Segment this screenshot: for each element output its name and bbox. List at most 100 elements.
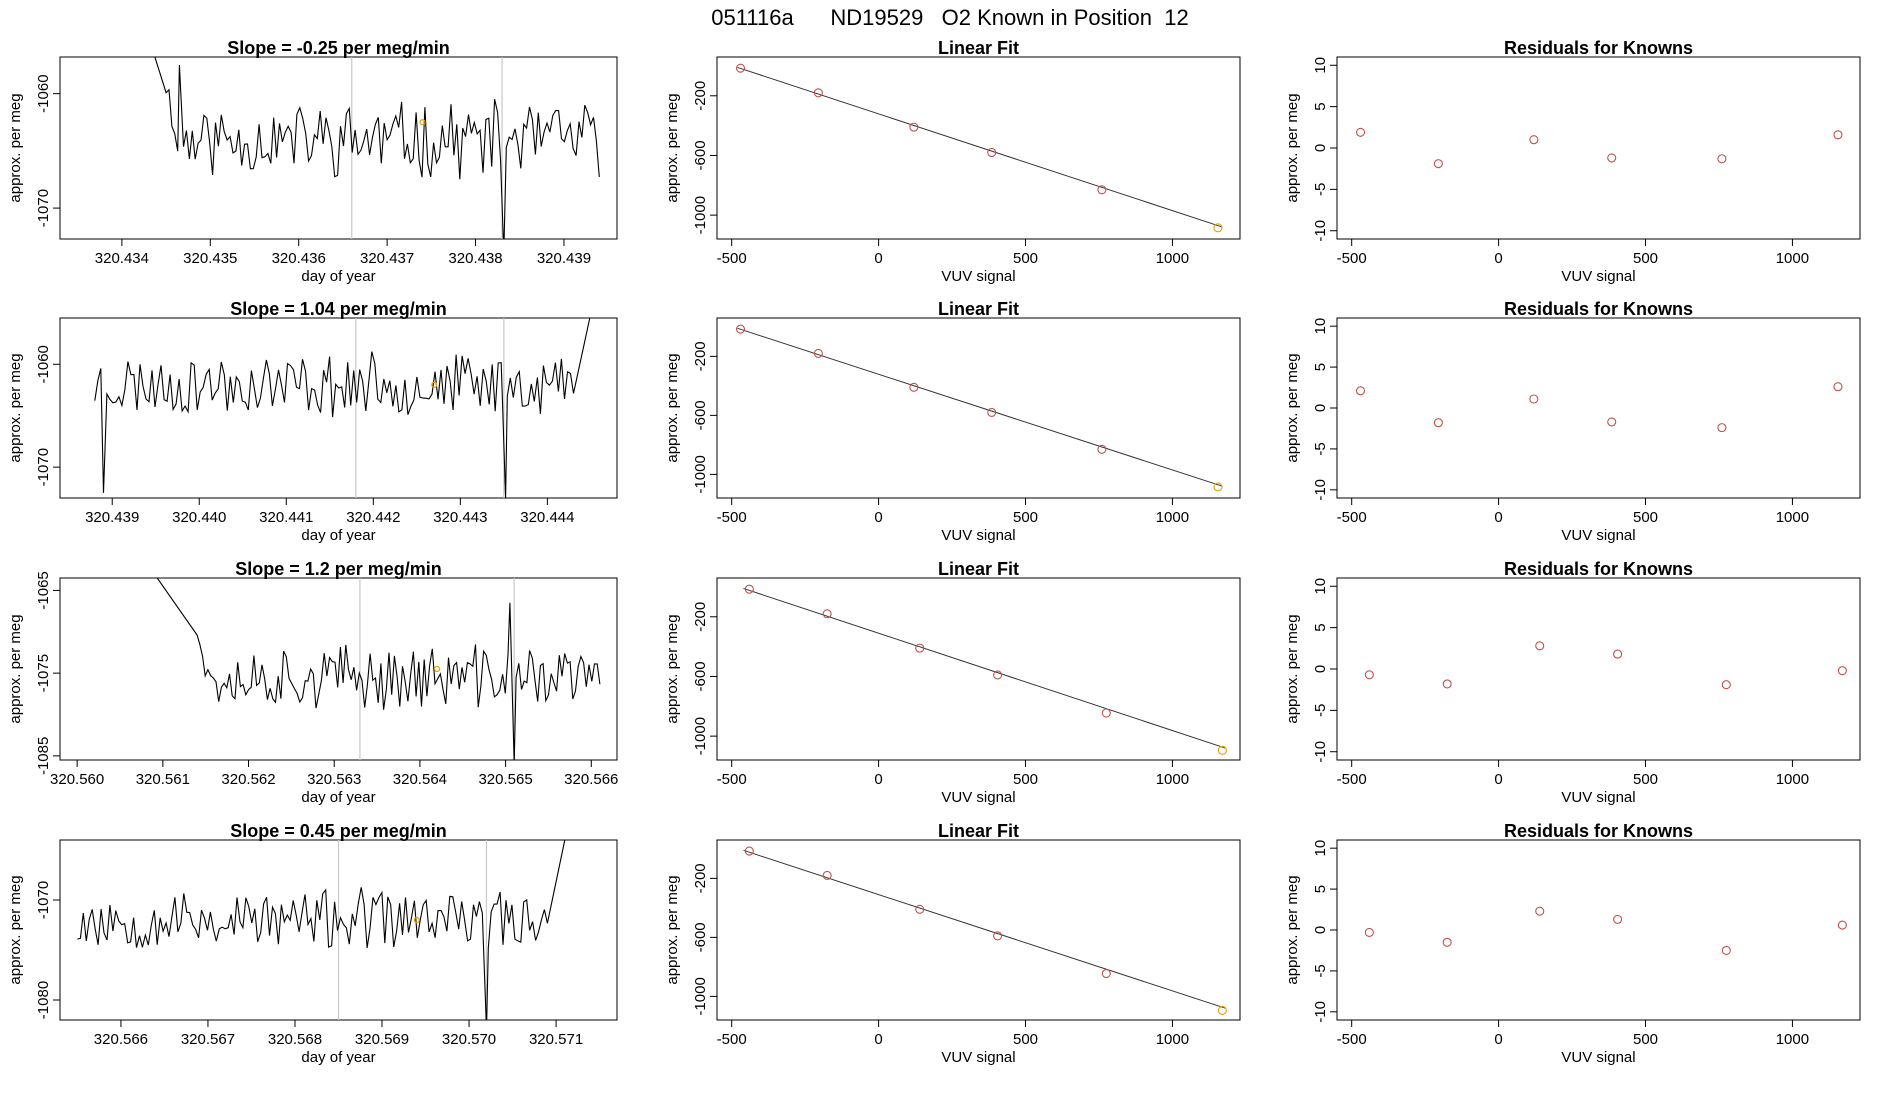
chart-7-ytick-label: -600 — [692, 922, 709, 952]
chart-11-point — [1364, 927, 1374, 938]
chart-3-panel: Slope = 0.45 per meg/min 320.566 320.567 32… — [7, 821, 618, 1066]
chart-6-point — [1217, 745, 1227, 755]
chart-5-frame — [716, 317, 1241, 499]
chart-7-title: Linear Fit — [938, 821, 1019, 841]
chart-8-point — [1607, 153, 1617, 163]
chart-8-panel: Residuals for Knowns -500 0 500 1000 10 5 0 -5 -1… — [1284, 38, 1861, 285]
chart-9-point — [1433, 418, 1443, 428]
chart-9-xtick-label: 500 — [1633, 509, 1658, 526]
chart-9-xtick-label: 1000 — [1776, 509, 1809, 526]
chart-1-series-line — [94, 318, 591, 498]
chart-6-fit-line — [743, 587, 1226, 749]
chart-0-xtick-label: 320.434 — [95, 250, 149, 267]
chart-11-xlabel: VUV signal — [1561, 1049, 1635, 1066]
chart-4-fit-line — [737, 66, 1223, 228]
chart-4-point — [909, 122, 919, 132]
chart-11-ytick-label: -10 — [1312, 1001, 1329, 1023]
chart-5-fit-line — [737, 327, 1223, 487]
chart-4-point — [813, 88, 823, 98]
chart-10-ytick-label: 0 — [1312, 665, 1329, 673]
chart-3-ylabel: approx. per meg — [7, 875, 24, 984]
chart-7-point — [1101, 968, 1111, 979]
chart-8-xtick-label: 500 — [1633, 250, 1658, 267]
chart-8-ylabel: approx. per meg — [1284, 93, 1301, 202]
chart-0-panel: Slope = -0.25 per meg/min 320.434 320.435 3… — [7, 38, 618, 285]
chart-10-xlabel: VUV signal — [1561, 789, 1635, 806]
chart-2-ytick-label: -1065 — [35, 571, 52, 609]
chart-9-title: Residuals for Knowns — [1504, 299, 1693, 319]
chart-5-xlabel: VUV signal — [941, 527, 1015, 544]
chart-6-point — [1101, 708, 1111, 718]
chart-8-ytick-label: 5 — [1312, 102, 1329, 110]
chart-5-panel: Linear Fit -500 0 500 1000 -200 -600 -1000 VUV s… — [664, 299, 1241, 544]
chart-5-ytick-label: -1000 — [692, 455, 709, 493]
chart-4-xlabel: VUV signal — [941, 268, 1015, 285]
chart-1-xtick-label: 320.440 — [172, 509, 226, 526]
chart-6-ylabel: approx. per meg — [664, 614, 681, 723]
chart-3-plot-area — [77, 840, 566, 1020]
chart-7-fit-line — [743, 849, 1226, 1009]
chart-3-xtick-label: 320.566 — [94, 1031, 148, 1048]
chart-7-xtick-label: 500 — [1013, 1031, 1038, 1048]
chart-7-point — [993, 931, 1003, 941]
chart-5-ytick-label: -600 — [692, 400, 709, 430]
chart-11-point — [1442, 937, 1452, 947]
chart-9-point — [1355, 386, 1366, 396]
chart-9-plot-area — [1355, 382, 1843, 433]
chart-1-panel: Slope = 1.04 per meg/min 320.439 320.440 32… — [7, 299, 618, 544]
chart-5-point — [813, 348, 823, 358]
chart-8-point — [1833, 130, 1843, 140]
chart-9-xtick-label: 0 — [1494, 509, 1502, 526]
chart-6-point — [993, 670, 1003, 680]
chart-10-point — [1364, 670, 1374, 680]
chart-6-ytick-label: -600 — [692, 661, 709, 691]
chart-0-xtick-label: 320.438 — [448, 250, 502, 267]
chart-8-point — [1355, 127, 1366, 137]
chart-5-plot-area — [735, 324, 1223, 492]
chart-4-point — [987, 147, 997, 158]
chart-10-xtick-label: -500 — [1337, 771, 1367, 788]
chart-7-plot-area — [743, 846, 1227, 1015]
chart-11-point — [1837, 920, 1847, 930]
chart-7-xtick-label: 0 — [874, 1031, 882, 1048]
chart-0-highlight-point — [419, 119, 426, 126]
chart-2-ytick-label: -1085 — [35, 737, 52, 775]
chart-11-xtick-label: 1000 — [1776, 1031, 1809, 1048]
chart-6-point — [822, 609, 832, 619]
chart-2-xtick-label: 320.563 — [307, 771, 361, 788]
chart-6-xtick-label: 0 — [874, 771, 882, 788]
chart-4-xtick-label: 500 — [1013, 250, 1038, 267]
chart-3-xtick-label: 320.570 — [442, 1031, 496, 1048]
chart-10-frame — [1336, 577, 1861, 761]
chart-1-ytick-label: -1060 — [35, 345, 52, 383]
chart-0-xtick-label: 320.436 — [272, 250, 326, 267]
chart-1-ylabel: approx. per meg — [7, 353, 24, 462]
chart-0-series-line — [154, 57, 600, 239]
chart-2-title: Slope = 1.2 per meg/min — [235, 559, 442, 579]
chart-2-ylabel: approx. per meg — [7, 614, 24, 723]
chart-2-series-line — [156, 578, 601, 760]
chart-4-frame — [716, 56, 1241, 240]
chart-1-title: Slope = 1.04 per meg/min — [230, 299, 447, 319]
chart-0-xtick-label: 320.435 — [183, 250, 237, 267]
chart-6-xtick-label: -500 — [717, 771, 747, 788]
chart-2-xtick-label: 320.560 — [50, 771, 104, 788]
chart-1-highlight-point — [431, 381, 438, 388]
chart-4-xtick-label: 0 — [874, 250, 882, 267]
chart-5-point — [909, 382, 919, 392]
chart-11-xtick-label: -500 — [1337, 1031, 1367, 1048]
chart-7-point — [915, 904, 925, 914]
chart-6-point — [744, 584, 754, 594]
chart-4-xtick-label: 1000 — [1156, 250, 1189, 267]
chart-5-xtick-label: -500 — [717, 509, 747, 526]
chart-10-panel: Residuals for Knowns -500 0 500 1000 10 5 0 -5 -1… — [1284, 559, 1861, 806]
chart-7-point — [822, 870, 832, 880]
chart-4-point — [1213, 223, 1223, 233]
chart-1-frame — [59, 317, 618, 499]
chart-7-xlabel: VUV signal — [941, 1049, 1015, 1066]
chart-9-ytick-label: -5 — [1312, 442, 1329, 455]
chart-0-ytick-label: -1060 — [35, 74, 52, 112]
chart-4-title: Linear Fit — [938, 38, 1019, 58]
chart-0-xtick-label: 320.437 — [360, 250, 414, 267]
